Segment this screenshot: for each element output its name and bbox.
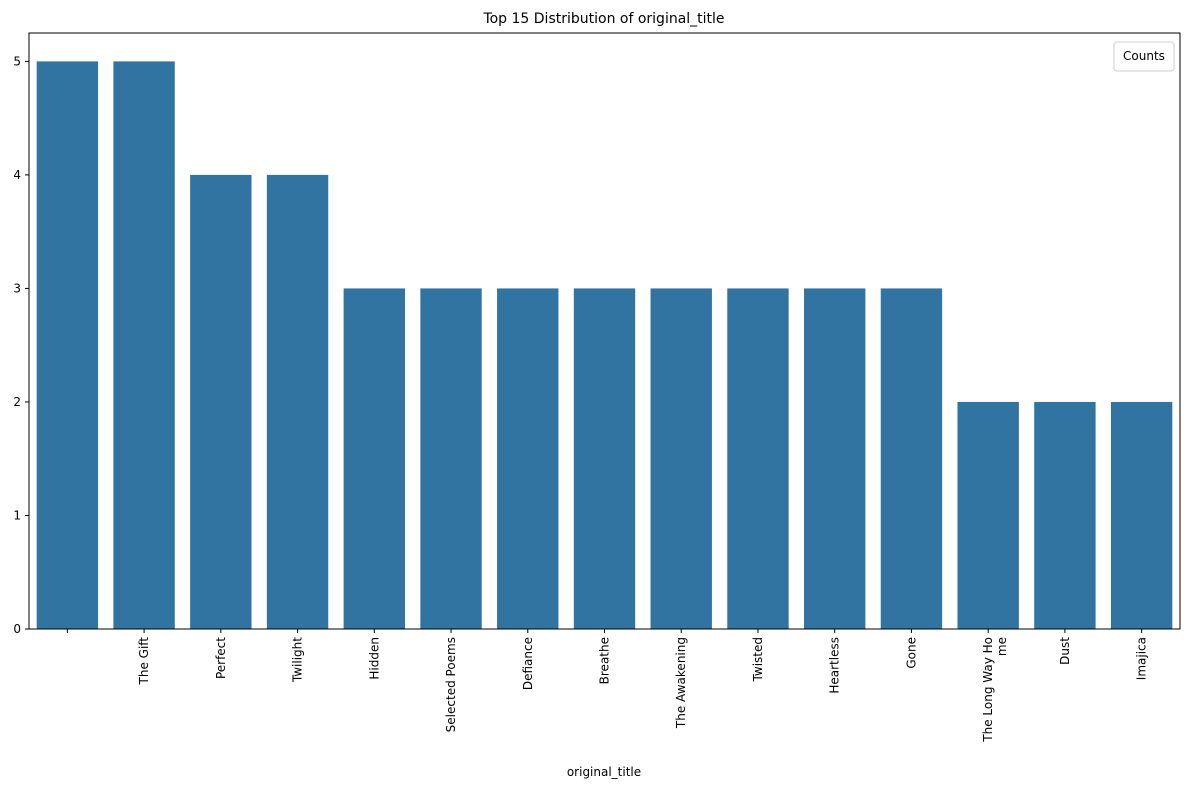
legend-title: Counts [1123,49,1165,63]
bar [727,288,789,629]
bar [1110,401,1173,629]
legend: Counts [1113,41,1175,72]
x-tick-label: Selected Poems [444,637,458,732]
plot-frame [28,32,1181,630]
y-tick-label: 0 [13,622,21,636]
x-tick-label: Twilight [291,637,305,683]
x-tick-label: me [995,637,1009,656]
chart-title: Top 15 Distribution of original_title [482,11,724,27]
x-tick-label: Gone [904,637,918,669]
bar [804,288,866,629]
x-tick-label: Hidden [367,637,381,680]
bar [343,288,405,629]
bar [650,288,712,629]
x-axis-label: original_title [567,765,641,779]
bar [497,288,559,629]
bar [573,288,636,629]
y-axis-ticks: 0 1 2 3 4 5 [13,54,29,636]
y-tick-label: 3 [13,281,21,295]
y-tick-label: 2 [13,395,21,409]
x-tick-label: Heartless [828,637,842,694]
bar [36,61,99,629]
legend-box [1113,41,1175,72]
bar [1034,401,1096,629]
x-tick-label: Defiance [521,637,535,690]
x-tick-label: Dust [1058,637,1072,665]
y-tick-label: 4 [13,168,21,182]
bar [880,288,943,629]
x-tick-label: The Long Way Ho [981,637,995,743]
y-tick-label: 5 [13,54,21,68]
bar [190,174,252,629]
x-tick-label: Imajica [1135,637,1149,680]
bar [113,61,175,629]
bar [957,401,1019,629]
bars-group [36,61,1173,629]
bar [266,174,329,629]
x-tick-label: Twisted [751,637,765,682]
bar [420,288,482,629]
x-tick-label: Perfect [214,637,228,679]
x-tick-label: Breathe [598,637,612,684]
x-axis-ticks: The Gift Perfect Twilight Hidden Selected Po… [66,629,1149,743]
x-tick-label: The Awakening [674,637,688,729]
y-tick-label: 1 [13,508,21,522]
x-tick-label: The Gift [137,637,151,686]
